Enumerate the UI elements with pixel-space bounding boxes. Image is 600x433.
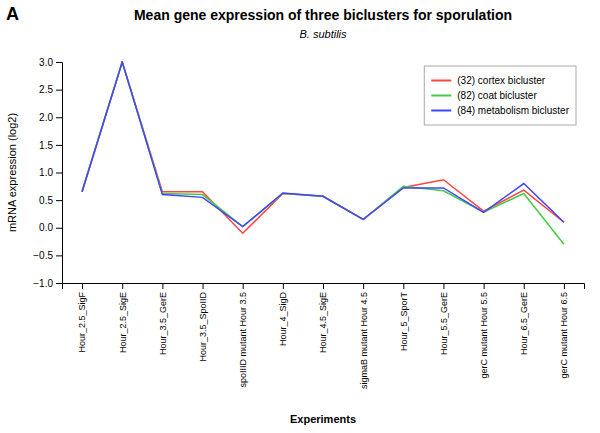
tick: Hour_5.5_GerE (439, 283, 449, 355)
tick-mark (564, 283, 565, 289)
tick-mark (82, 283, 83, 289)
tick: 1.5 (39, 140, 62, 151)
tick-mark (484, 283, 485, 289)
tick: Hour_2.5_SigE (118, 283, 128, 353)
tick: Hour_6.5_GerE (519, 283, 529, 355)
tick-mark (56, 255, 62, 256)
tick-mark (56, 200, 62, 201)
tick-label: Hour_3.5_SpoIID (198, 292, 208, 362)
y-axis: −1.0 −0.5 0.0 0.5 1.0 1.5 2.0 2.5 3.0 (33, 57, 62, 289)
tick-mark (56, 90, 62, 91)
tick-mark (122, 283, 123, 289)
tick-label: 1.0 (39, 167, 53, 178)
tick: Hour_5_SporT (399, 283, 409, 351)
tick-label: gerC mutant Hour 5.5 (479, 292, 489, 379)
tick-mark (363, 283, 364, 289)
x-axis: Hour_2.5_SigF Hour_2.5_SigE Hour_3.5_GerE H… (63, 283, 585, 389)
tick-label: spoIIID mutant Hour 3.5 (238, 292, 248, 388)
legend-swatch (431, 80, 451, 82)
tick-mark (323, 283, 324, 289)
title: Mean gene expression of three biclusters… (134, 7, 512, 23)
tick: Hour_3.5_SpoIID (198, 283, 208, 362)
lines (82, 62, 564, 244)
tick-mark (283, 283, 284, 289)
tick-label: Hour_2.5_SigE (118, 292, 128, 353)
tick: gerC mutant Hour 6.5 (559, 283, 569, 379)
tick-label: Hour_4.5_SigE (318, 292, 328, 353)
tick-mark (56, 62, 62, 63)
chart: Mean gene expression of three biclusters… (0, 0, 600, 433)
tick: Hour_4_SigD (278, 283, 288, 346)
tick-mark (243, 283, 244, 289)
tick: 3.0 (39, 57, 62, 68)
tick-mark (56, 228, 62, 229)
tick: Hour_4.5_SigE (318, 283, 328, 353)
tick: Hour_3.5_GerE (158, 283, 168, 355)
tick-label: 3.0 (39, 57, 53, 68)
legend-label: (84) metabolism bicluster (457, 105, 569, 116)
tick: gerC mutant Hour 5.5 (479, 283, 489, 379)
tick: sigmaB mutant Hour 4.5 (359, 283, 369, 389)
x-axis-title: Experiments (290, 413, 356, 425)
y-axis-title: mRNA expression (log2) (6, 113, 18, 232)
tick-label: sigmaB mutant Hour 4.5 (359, 292, 369, 389)
legend-item: (82) coat bicluster (431, 90, 537, 101)
plot: −1.0 −0.5 0.0 0.5 1.0 1.5 2.0 2.5 3.0 Hour_2.5_Si… (33, 57, 584, 389)
tick-mark (56, 145, 62, 146)
legend-label: (32) cortex bicluster (457, 75, 545, 86)
tick-label: Hour_2.5_SigF (77, 292, 87, 353)
subtitle: B. subtilis (299, 28, 347, 40)
tick-label: Hour_4_SigD (278, 292, 288, 347)
tick-label: Hour_5_SporT (399, 292, 409, 352)
tick-label: 2.5 (39, 84, 53, 95)
tick: Hour_2.5_SigF (77, 283, 87, 353)
axis-line (63, 284, 585, 290)
tick-label: 0.5 (39, 195, 53, 206)
tick: 2.0 (39, 112, 62, 123)
tick-label: −0.5 (33, 250, 53, 261)
tick-label: 1.5 (39, 140, 53, 151)
tick: 0.5 (39, 195, 62, 206)
legend-label: (82) coat bicluster (457, 90, 537, 101)
tick-mark (524, 283, 525, 289)
tick-label: 0.0 (39, 222, 53, 233)
tick-label: 2.0 (39, 112, 53, 123)
series-line (82, 62, 564, 244)
tick-mark (162, 283, 163, 289)
tick-mark (443, 283, 444, 289)
legend-item: (32) cortex bicluster (431, 75, 545, 86)
tick-label: gerC mutant Hour 6.5 (559, 292, 569, 379)
tick-mark (56, 173, 62, 174)
tick: −1.0 (33, 278, 62, 289)
panel-label: A (6, 4, 19, 24)
tick: 0.0 (39, 222, 62, 233)
tick: 1.0 (39, 167, 62, 178)
tick-mark (56, 283, 62, 284)
tick-label: Hour_3.5_GerE (158, 292, 168, 355)
legend-swatch (431, 110, 451, 112)
tick: 2.5 (39, 84, 62, 95)
tick-label: Hour_6.5_GerE (519, 292, 529, 355)
tick: −0.5 (33, 250, 62, 261)
tick-label: −1.0 (33, 278, 53, 289)
tick-label: Hour_5.5_GerE (439, 292, 449, 355)
legend-box (424, 66, 576, 125)
legend: (32) cortex bicluster (82) coat bicluster… (424, 66, 576, 125)
tick-mark (56, 117, 62, 118)
tick-mark (203, 283, 204, 289)
tick-mark (403, 283, 404, 289)
tick: spoIIID mutant Hour 3.5 (238, 283, 248, 388)
legend-swatch (431, 95, 451, 97)
axis-line (56, 63, 63, 284)
legend-item: (84) metabolism bicluster (431, 105, 569, 116)
